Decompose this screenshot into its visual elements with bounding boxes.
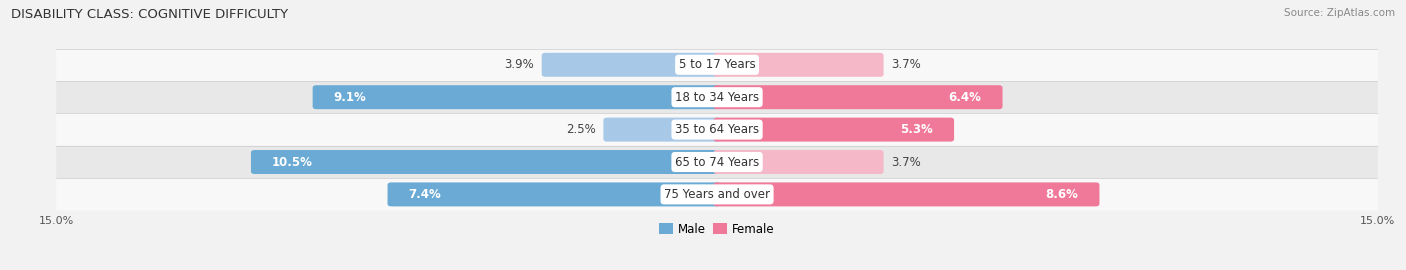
Text: 65 to 74 Years: 65 to 74 Years <box>675 156 759 168</box>
Text: 5 to 17 Years: 5 to 17 Years <box>679 58 755 71</box>
FancyBboxPatch shape <box>312 85 721 109</box>
Text: 3.9%: 3.9% <box>505 58 534 71</box>
Text: 5.3%: 5.3% <box>900 123 934 136</box>
Text: 2.5%: 2.5% <box>567 123 596 136</box>
Text: 3.7%: 3.7% <box>891 156 921 168</box>
FancyBboxPatch shape <box>713 85 1002 109</box>
FancyBboxPatch shape <box>56 146 1378 178</box>
FancyBboxPatch shape <box>603 118 721 141</box>
FancyBboxPatch shape <box>56 81 1378 113</box>
Legend: Male, Female: Male, Female <box>655 218 779 240</box>
Text: 7.4%: 7.4% <box>409 188 441 201</box>
Text: 3.7%: 3.7% <box>891 58 921 71</box>
FancyBboxPatch shape <box>713 183 1099 206</box>
FancyBboxPatch shape <box>250 150 721 174</box>
FancyBboxPatch shape <box>713 150 883 174</box>
FancyBboxPatch shape <box>541 53 721 77</box>
Text: 9.1%: 9.1% <box>333 91 367 104</box>
Text: 8.6%: 8.6% <box>1046 188 1078 201</box>
FancyBboxPatch shape <box>388 183 721 206</box>
FancyBboxPatch shape <box>56 178 1378 211</box>
Text: 10.5%: 10.5% <box>273 156 314 168</box>
Text: 18 to 34 Years: 18 to 34 Years <box>675 91 759 104</box>
Text: 35 to 64 Years: 35 to 64 Years <box>675 123 759 136</box>
FancyBboxPatch shape <box>56 49 1378 81</box>
FancyBboxPatch shape <box>713 118 955 141</box>
Text: 6.4%: 6.4% <box>949 91 981 104</box>
FancyBboxPatch shape <box>56 113 1378 146</box>
FancyBboxPatch shape <box>713 53 883 77</box>
Text: DISABILITY CLASS: COGNITIVE DIFFICULTY: DISABILITY CLASS: COGNITIVE DIFFICULTY <box>11 8 288 21</box>
Text: Source: ZipAtlas.com: Source: ZipAtlas.com <box>1284 8 1395 18</box>
Text: 75 Years and over: 75 Years and over <box>664 188 770 201</box>
